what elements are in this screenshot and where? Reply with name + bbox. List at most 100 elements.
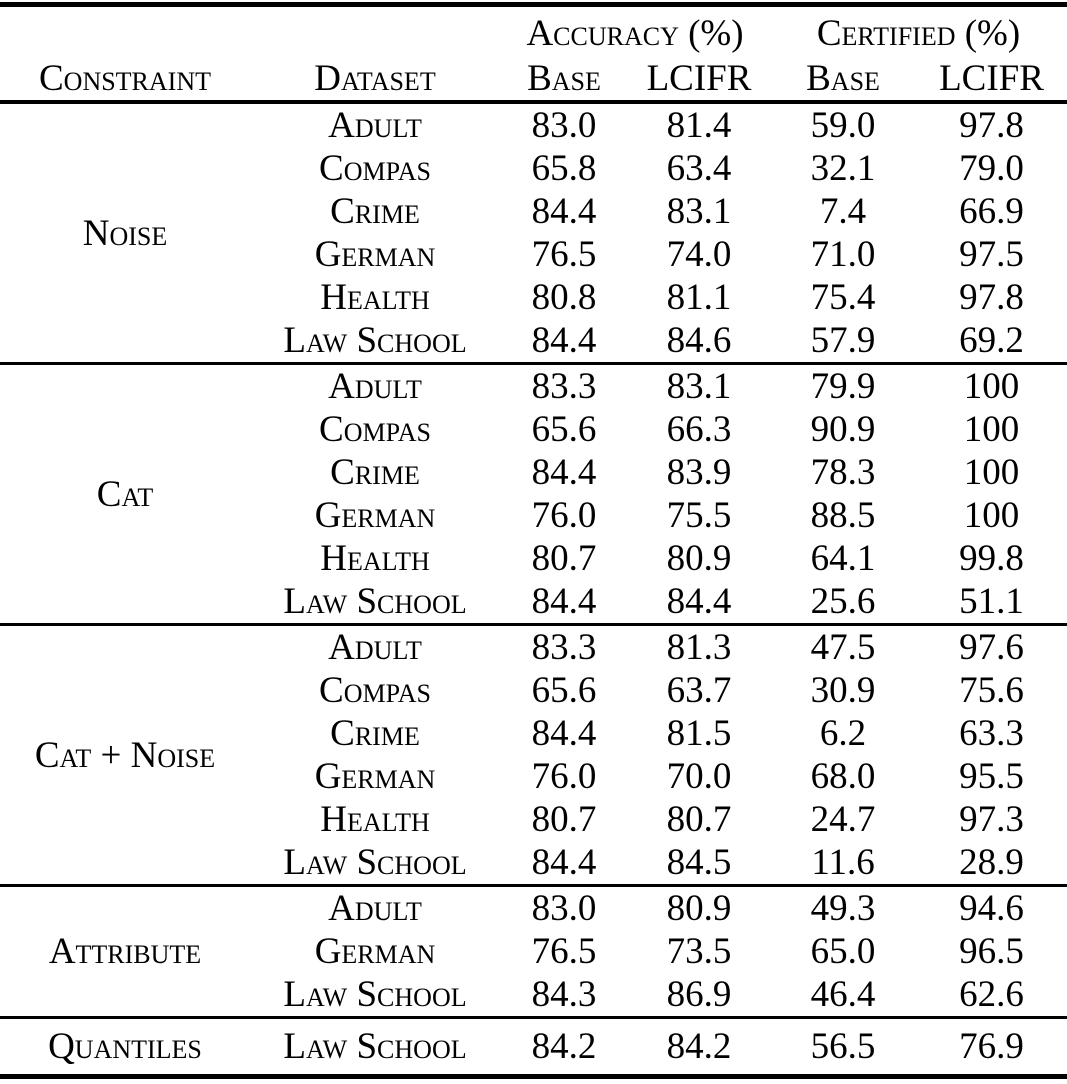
dataset-label: Crime <box>330 713 420 754</box>
value-cell-cert-lcifr: 94.6 <box>959 888 1024 929</box>
value-cell-acc-lcifr: 81.3 <box>666 627 732 668</box>
value-cell-acc-base: 84.2 <box>531 1026 597 1067</box>
value-cell-cert-lcifr: 100 <box>963 366 1020 407</box>
value-cell-acc-lcifr: 83.1 <box>666 366 732 407</box>
value-cell-cert-base: 79.9 <box>810 366 876 407</box>
value-cell-acc-lcifr: 81.1 <box>666 277 732 318</box>
value-cell-cert-base: 7.4 <box>819 191 867 232</box>
value-cell-cert-lcifr: 100 <box>963 452 1020 493</box>
value-cell-cert-base: 59.0 <box>810 105 876 146</box>
value-cell-acc-lcifr: 81.5 <box>666 713 732 754</box>
header-dataset: Dataset <box>314 58 436 99</box>
header-spacer-constraint <box>0 5 250 59</box>
value-cell-cert-base: 64.1 <box>810 538 876 579</box>
value-cell-acc-lcifr: 84.6 <box>666 320 732 361</box>
value-cell-acc-base: 80.7 <box>531 538 597 579</box>
table-row: Crime 84.4 83.1 7.4 66.9 <box>0 190 1067 233</box>
value-cell-acc-lcifr: 73.5 <box>666 931 732 972</box>
header-row-groups: Accuracy (%) Certified (%) <box>0 5 1067 59</box>
table-row: Crime 84.4 81.5 6.2 63.3 <box>0 712 1067 755</box>
table-row: German 76.0 70.0 68.0 95.5 <box>0 755 1067 798</box>
value-cell-acc-base: 84.4 <box>531 452 597 493</box>
value-cell-cert-lcifr: 79.0 <box>959 148 1024 189</box>
dataset-label: Health <box>320 277 430 318</box>
dataset-label: Compas <box>319 409 431 450</box>
value-cell-acc-base: 83.3 <box>531 627 597 668</box>
table-row: Crime 84.4 83.9 78.3 100 <box>0 451 1067 494</box>
header-accuracy-base: Base <box>527 58 601 99</box>
value-cell-cert-lcifr: 97.3 <box>959 799 1024 840</box>
table-row: Quantiles Law School 84.2 84.2 56.5 76.9 <box>0 1018 1067 1077</box>
value-cell-cert-lcifr: 28.9 <box>959 842 1024 883</box>
value-cell-acc-base: 65.6 <box>531 670 597 711</box>
value-cell-acc-lcifr: 84.5 <box>666 842 732 883</box>
value-cell-acc-base: 84.4 <box>531 842 597 883</box>
value-cell-cert-lcifr: 95.5 <box>959 756 1024 797</box>
value-cell-acc-lcifr: 70.0 <box>666 756 732 797</box>
dataset-label: Adult <box>328 888 422 929</box>
dataset-label: German <box>314 931 436 972</box>
value-cell-cert-lcifr: 97.6 <box>959 627 1024 668</box>
table-row: Law School 84.3 86.9 46.4 62.6 <box>0 973 1067 1018</box>
value-cell-acc-lcifr: 75.5 <box>666 495 732 536</box>
value-cell-cert-lcifr: 63.3 <box>959 713 1024 754</box>
table-row: Law School 84.4 84.4 25.6 51.1 <box>0 580 1067 625</box>
value-cell-cert-lcifr: 62.6 <box>959 974 1024 1015</box>
table-row: German 76.5 73.5 65.0 96.5 <box>0 930 1067 973</box>
value-cell-cert-lcifr: 99.8 <box>959 538 1024 579</box>
value-cell-cert-lcifr: 97.8 <box>959 277 1024 318</box>
value-cell-cert-lcifr: 97.5 <box>959 234 1024 275</box>
table-row: Compas 65.6 63.7 30.9 75.6 <box>0 669 1067 712</box>
value-cell-cert-lcifr: 100 <box>963 495 1020 536</box>
value-cell-cert-base: 56.5 <box>810 1026 876 1067</box>
table-row: German 76.5 74.0 71.0 97.5 <box>0 233 1067 276</box>
value-cell-cert-base: 30.9 <box>810 670 876 711</box>
value-cell-cert-base: 65.0 <box>810 931 876 972</box>
dataset-label: Compas <box>319 148 431 189</box>
value-cell-cert-lcifr: 100 <box>963 409 1020 450</box>
value-cell-cert-base: 68.0 <box>810 756 876 797</box>
value-cell-acc-base: 83.0 <box>531 105 597 146</box>
table-row: Health 80.8 81.1 75.4 97.8 <box>0 276 1067 319</box>
value-cell-acc-base: 76.0 <box>531 756 597 797</box>
value-cell-cert-lcifr: 76.9 <box>959 1026 1024 1067</box>
header-spacer-dataset <box>250 5 500 59</box>
constraint-group: Cat + Noise Adult 83.3 81.3 47.5 97.6 Compas 65… <box>0 624 1067 886</box>
value-cell-acc-lcifr: 66.3 <box>666 409 732 450</box>
value-cell-acc-lcifr: 80.9 <box>666 538 732 579</box>
dataset-label: Adult <box>328 366 422 407</box>
value-cell-cert-lcifr: 51.1 <box>959 581 1024 622</box>
table-row: Noise Adult 83.0 81.4 59.0 97.8 <box>0 102 1067 254</box>
value-cell-acc-base: 84.4 <box>531 581 597 622</box>
table-row: Cat + Noise Adult 83.3 81.3 47.5 97.6 <box>0 625 1067 776</box>
value-cell-cert-base: 24.7 <box>810 799 876 840</box>
value-cell-acc-base: 65.6 <box>531 409 597 450</box>
value-cell-acc-lcifr: 84.4 <box>666 581 732 622</box>
header-certified-group: Certified (%) <box>816 13 1021 54</box>
constraint-group: Quantiles Law School 84.2 84.2 56.5 76.9 <box>0 1017 1067 1077</box>
value-cell-acc-lcifr: 83.1 <box>666 191 732 232</box>
value-cell-acc-base: 83.0 <box>531 888 597 929</box>
value-cell-cert-base: 88.5 <box>810 495 876 536</box>
header-certified-base: Base <box>806 58 880 99</box>
dataset-label: Health <box>320 799 430 840</box>
header-certified-lcifr: LCIFR <box>939 58 1044 99</box>
table-row: Cat Adult 83.3 83.1 79.9 100 <box>0 364 1067 515</box>
dataset-label: Law School <box>283 1026 467 1067</box>
value-cell-acc-base: 84.3 <box>531 974 597 1015</box>
constraint-group: Noise Adult 83.0 81.4 59.0 97.8 Compas 65.8 63.4… <box>0 102 1067 364</box>
dataset-label: Crime <box>330 452 420 493</box>
table-row: Law School 84.4 84.5 11.6 28.9 <box>0 841 1067 886</box>
dataset-label: Law School <box>283 320 467 361</box>
value-cell-acc-base: 76.0 <box>531 495 597 536</box>
value-cell-acc-base: 84.4 <box>531 320 597 361</box>
dataset-label: German <box>314 756 436 797</box>
value-cell-acc-base: 80.8 <box>531 277 597 318</box>
constraint-label: Attribute <box>48 931 202 972</box>
value-cell-acc-lcifr: 81.4 <box>666 105 732 146</box>
value-cell-acc-lcifr: 63.7 <box>666 670 732 711</box>
value-cell-acc-lcifr: 86.9 <box>666 974 732 1015</box>
constraint-group: Attribute Adult 83.0 80.9 49.3 94.6 German 76.5… <box>0 885 1067 1018</box>
dataset-label: German <box>314 234 436 275</box>
